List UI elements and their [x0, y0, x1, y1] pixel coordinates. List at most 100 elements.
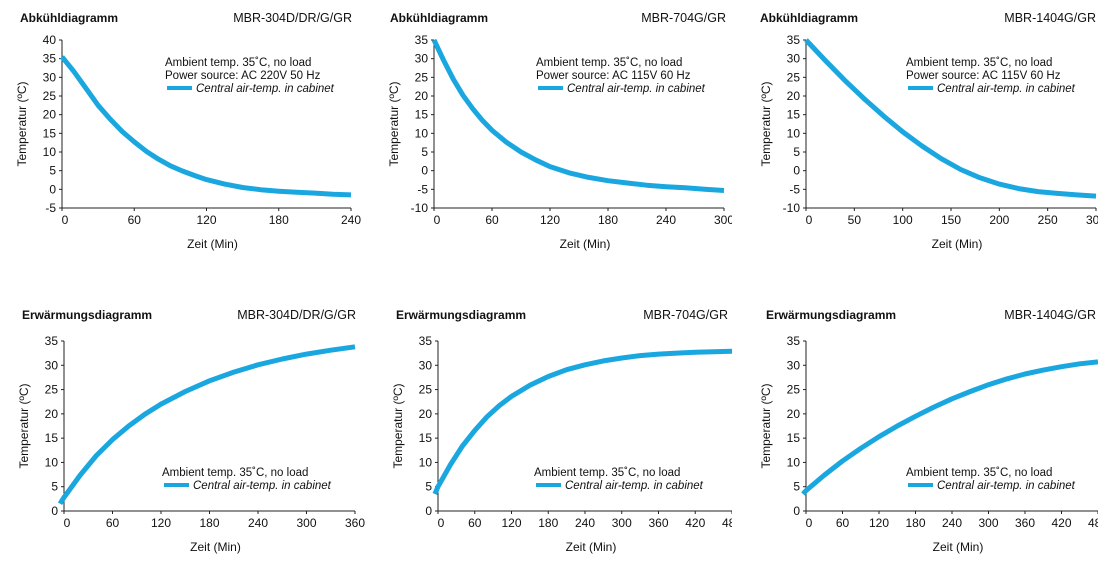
- x-axis-label: Zeit (Min): [190, 540, 241, 554]
- y-tick-label: 0: [49, 182, 56, 196]
- y-tick-label: 25: [415, 70, 429, 84]
- y-tick-label: 5: [49, 164, 56, 178]
- x-tick-label: 240: [248, 516, 268, 530]
- chart-panel-5: Erwärmungsdiagramm MBR-704G/GR 0 5 10 15 20 25 3…: [366, 282, 732, 564]
- x-axis-label: Zeit (Min): [560, 237, 611, 251]
- y-tick-label: 35: [415, 33, 429, 47]
- y-tick-label: -10: [783, 201, 801, 215]
- x-tick-label: 300: [296, 516, 316, 530]
- x-tick-label: 300: [714, 213, 732, 227]
- chart-panel-1: Abkühldiagramm MBR-304D/DR/G/GR -5 0 5 10 15 20…: [0, 0, 366, 282]
- y-tick-label: 25: [45, 383, 59, 397]
- x-tick-label: 420: [1051, 516, 1071, 530]
- x-tick-label: 120: [501, 516, 521, 530]
- y-tick-label: 10: [45, 455, 59, 469]
- chart-model: MBR-304D/DR/G/GR: [233, 11, 352, 25]
- y-tick-label: 15: [43, 126, 57, 140]
- x-tick-label: 420: [685, 516, 705, 530]
- chart-note: Power source: AC 115V 60 Hz: [906, 70, 1061, 82]
- legend-label: Central air-temp. in cabinet: [567, 83, 706, 95]
- chart-panel-3: Abkühldiagramm MBR-1404G/GR -10 -5 0 5 10 15 20 2…: [732, 0, 1098, 282]
- series-line: [60, 55, 352, 198]
- x-tick-label: 360: [1015, 516, 1035, 530]
- y-tick-label: 10: [415, 126, 429, 140]
- y-tick-label: 35: [787, 33, 801, 47]
- legend-label: Central air-temp. in cabinet: [193, 480, 332, 492]
- x-tick-label: 480: [722, 516, 732, 530]
- y-tick-label: 15: [45, 431, 59, 445]
- y-tick-label: 0: [421, 164, 428, 178]
- x-axis-label: Zeit (Min): [566, 540, 617, 554]
- x-tick-label: 300: [978, 516, 998, 530]
- y-tick-label: 20: [419, 407, 433, 421]
- chart-model: MBR-304D/DR/G/GR: [237, 308, 356, 322]
- y-tick-label: 0: [51, 504, 58, 518]
- y-tick-label: 30: [787, 52, 801, 66]
- chart-title: Erwärmungsdiagramm: [766, 308, 896, 322]
- x-tick-label: 180: [598, 213, 618, 227]
- chart-svg: Erwärmungsdiagramm MBR-1404G/GR 0 5 10 15 20 25…: [759, 308, 1098, 554]
- x-tick-label: 60: [836, 516, 850, 530]
- y-tick-label: 20: [43, 108, 57, 122]
- y-tick-label: 30: [45, 358, 59, 372]
- y-tick-label: -10: [411, 201, 429, 215]
- y-tick-label: 0: [425, 504, 432, 518]
- x-axis-label: Zeit (Min): [933, 540, 984, 554]
- series-line: [431, 38, 725, 193]
- chart-note: Power source: AC 115V 60 Hz: [536, 70, 691, 82]
- series-line: [432, 348, 732, 495]
- chart-title: Erwärmungsdiagramm: [396, 308, 526, 322]
- chart-title: Abkühldiagramm: [20, 11, 118, 25]
- y-tick-label: 15: [787, 431, 801, 445]
- chart-note: Ambient temp. 35˚C, no load: [165, 57, 311, 69]
- y-tick-label: 5: [793, 145, 800, 159]
- legend-label: Central air-temp. in cabinet: [565, 480, 704, 492]
- y-tick-label: 20: [787, 407, 801, 421]
- series-line: [804, 38, 1097, 199]
- y-tick-label: 15: [415, 108, 429, 122]
- chart-model: MBR-704G/GR: [643, 308, 728, 322]
- y-tick-label: 20: [45, 407, 59, 421]
- chart-svg: Abkühldiagramm MBR-304D/DR/G/GR -5 0 5 10 15 20…: [15, 11, 361, 251]
- series-line: [801, 359, 1098, 496]
- x-tick-label: 180: [199, 516, 219, 530]
- chart-svg: Abkühldiagramm MBR-704G/GR -10 -5 0 5 10 15 20 25…: [387, 11, 732, 251]
- y-tick-label: 5: [793, 480, 800, 494]
- y-tick-label: 30: [787, 358, 801, 372]
- chart-panel-2: Abkühldiagramm MBR-704G/GR -10 -5 0 5 10 15 20 25…: [366, 0, 732, 282]
- x-tick-label: 0: [64, 516, 71, 530]
- y-tick-label: -5: [789, 182, 800, 196]
- y-tick-label: 10: [419, 455, 433, 469]
- series-line: [57, 344, 356, 506]
- chart-title: Abkühldiagramm: [760, 11, 858, 25]
- x-tick-label: 250: [1038, 213, 1058, 227]
- x-tick-label: 0: [438, 516, 445, 530]
- x-tick-label: 0: [434, 213, 441, 227]
- y-tick-label: 30: [415, 52, 429, 66]
- chart-svg: Erwärmungsdiagramm MBR-304D/DR/G/GR 0 5 10 15…: [17, 308, 365, 554]
- x-tick-label: 240: [341, 213, 361, 227]
- y-tick-label: 25: [419, 383, 433, 397]
- x-tick-label: 120: [151, 516, 171, 530]
- chart-title: Abkühldiagramm: [390, 11, 488, 25]
- y-tick-label: 0: [793, 504, 800, 518]
- x-axis-label: Zeit (Min): [932, 237, 983, 251]
- y-tick-label: 20: [787, 89, 801, 103]
- chart-title: Erwärmungsdiagramm: [22, 308, 152, 322]
- x-tick-label: 360: [648, 516, 668, 530]
- chart-note: Ambient temp. 35˚C, no load: [536, 57, 682, 69]
- legend-label: Central air-temp. in cabinet: [937, 480, 1076, 492]
- y-tick-label: 10: [43, 145, 57, 159]
- y-tick-label: 40: [43, 33, 57, 47]
- y-tick-label: 25: [43, 89, 57, 103]
- y-tick-label: 35: [419, 334, 433, 348]
- x-tick-label: 480: [1088, 516, 1098, 530]
- x-tick-label: 60: [468, 516, 482, 530]
- y-tick-label: 5: [425, 480, 432, 494]
- x-tick-label: 120: [196, 213, 216, 227]
- x-tick-label: 240: [942, 516, 962, 530]
- x-tick-label: 200: [989, 213, 1009, 227]
- y-tick-label: -5: [45, 201, 56, 215]
- x-tick-label: 180: [538, 516, 558, 530]
- x-tick-label: 150: [941, 213, 961, 227]
